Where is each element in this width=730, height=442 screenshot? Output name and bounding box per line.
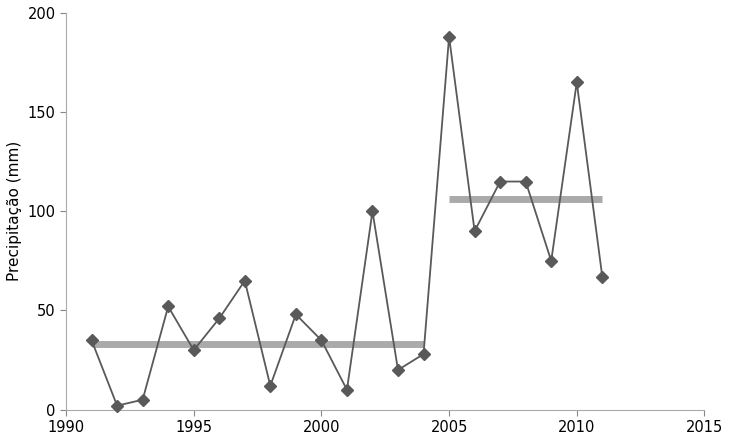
Y-axis label: Precipitação (mm): Precipitação (mm) (7, 141, 22, 282)
